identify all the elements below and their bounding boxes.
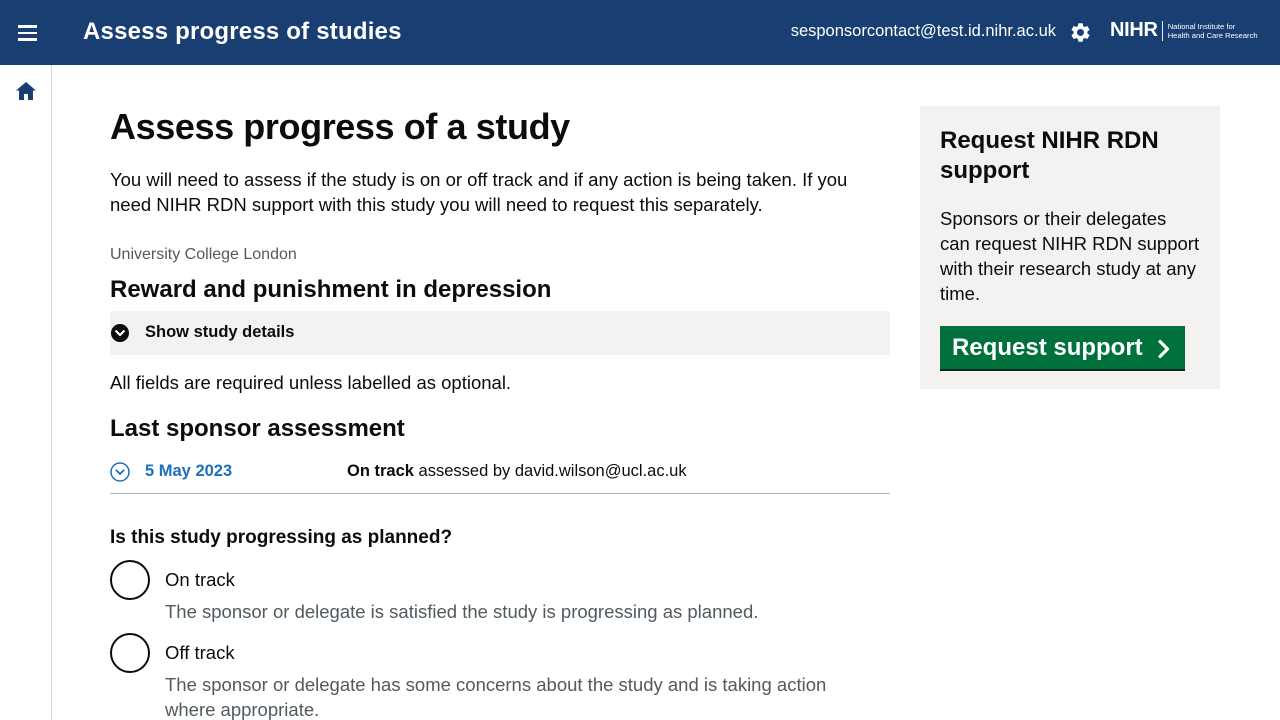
side-navigation — [0, 65, 52, 720]
chevron-down-icon[interactable] — [110, 462, 130, 482]
radio-on-track-input[interactable] — [110, 560, 150, 600]
home-icon[interactable] — [15, 81, 37, 101]
logo-divider — [1161, 20, 1163, 41]
radio-off-track-hint: The sponsor or delegate has some concern… — [165, 674, 827, 720]
assessment-date-link[interactable]: 5 May 2023 — [145, 462, 233, 480]
details-label: Show study details — [145, 323, 295, 341]
radio-on-track-hint: The sponsor or delegate is satisfied the… — [165, 601, 759, 622]
chevron-down-icon — [111, 324, 129, 342]
logo-sub-line1: National Institute for — [1167, 21, 1236, 31]
gear-icon[interactable] — [1069, 21, 1092, 44]
logo-sub-line2: Health and Care Research — [1167, 30, 1258, 40]
user-email: sesponsorcontact@test.id.nihr.ac.uk — [790, 22, 1056, 40]
logo-subtitle: National Institute for Health and Care R… — [1168, 22, 1258, 40]
show-study-details-toggle[interactable]: Show study details — [110, 311, 890, 355]
radio-off-track-input[interactable] — [110, 633, 150, 673]
radio-on-track-label[interactable]: On track — [165, 569, 235, 590]
menu-icon[interactable] — [12, 18, 42, 48]
top-header: Assess progress of studies sesponsorcont… — [0, 0, 1280, 65]
study-title: Reward and punishment in depression — [110, 276, 552, 303]
support-panel: Request NIHR RDN support Sponsors or the… — [920, 106, 1220, 389]
assessment-status-value: On track — [347, 462, 414, 480]
chevron-right-icon — [1158, 339, 1169, 359]
support-panel-text: Sponsors or their delegates can request … — [940, 208, 1200, 304]
request-support-label: Request support — [952, 334, 1143, 361]
last-assessment-heading: Last sponsor assessment — [110, 415, 405, 442]
intro-text: You will need to assess if the study is … — [110, 169, 848, 215]
app-title: Assess progress of studies — [83, 18, 402, 45]
support-panel-title: Request NIHR RDN support — [940, 127, 1159, 184]
logo-main: NIHR — [1110, 19, 1158, 41]
assessed-by-text: assessed by david.wilson@ucl.ac.uk — [418, 462, 687, 480]
organisation-caption: University College London — [110, 246, 297, 263]
radio-off-track-label[interactable]: Off track — [165, 642, 235, 663]
last-assessment-row: 5 May 2023 On track assessed by david.wi… — [110, 452, 890, 494]
nihr-logo: NIHR National Institute for Health and C… — [1110, 19, 1258, 42]
assessment-status: On track assessed by david.wilson@ucl.ac… — [347, 462, 687, 481]
request-support-button[interactable]: Request support — [940, 326, 1185, 371]
page-title: Assess progress of a study — [110, 106, 570, 147]
required-note: All fields are required unless labelled … — [110, 372, 512, 393]
progress-question: Is this study progressing as planned? — [110, 527, 453, 548]
